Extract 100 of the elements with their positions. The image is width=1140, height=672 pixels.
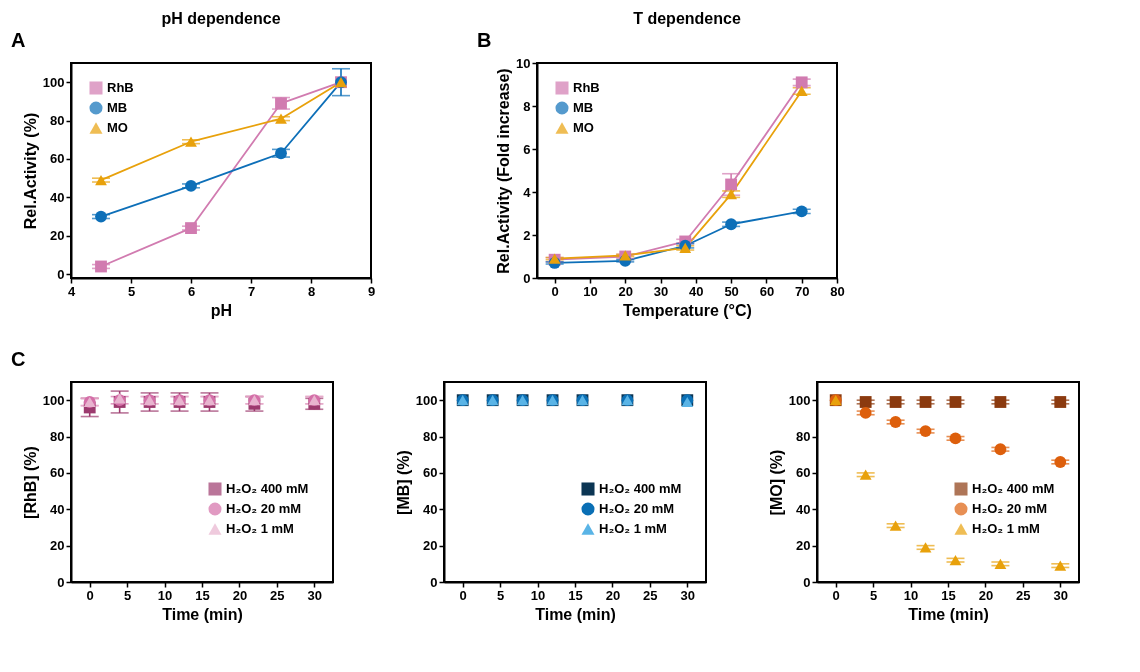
x-tick-label: 5 <box>870 587 878 603</box>
x-tick-label: 20 <box>978 587 994 603</box>
x-tick-label: 30 <box>307 587 323 603</box>
y-tick-label: 100 <box>788 392 811 408</box>
point <box>185 136 197 147</box>
y-tick-label: 0 <box>803 574 811 590</box>
point <box>1054 456 1067 468</box>
y-tick-label: 10 <box>516 55 531 71</box>
point <box>275 113 287 124</box>
y-tick-label: 100 <box>42 392 65 408</box>
point <box>795 85 808 97</box>
x-tick-label: 50 <box>724 283 739 299</box>
y-tick-label: 8 <box>523 98 531 114</box>
point <box>994 443 1007 456</box>
y-tick-label: 20 <box>796 538 811 554</box>
x-tick-label: 20 <box>232 587 248 603</box>
y-tick-label: 80 <box>423 429 438 445</box>
y-tick-label: 20 <box>50 538 65 554</box>
y-tick-label: 100 <box>415 392 438 408</box>
x-tick-label: 20 <box>605 587 621 603</box>
legend-label: MB <box>107 100 128 115</box>
point <box>185 179 197 192</box>
x-tick-label: 30 <box>1053 587 1069 603</box>
x-tick-label: 10 <box>903 587 919 603</box>
y-axis-title: [MO] (%) <box>767 449 785 516</box>
legend-label: MO <box>107 120 128 135</box>
point <box>859 469 872 480</box>
point <box>185 222 197 235</box>
x-axis-title: Time (min) <box>908 605 989 623</box>
point <box>949 396 962 408</box>
point <box>889 396 902 408</box>
point <box>949 432 962 445</box>
x-tick-label: 5 <box>127 283 136 299</box>
point <box>725 189 738 200</box>
x-axis-title: pH <box>210 301 233 319</box>
y-tick-label: 60 <box>50 151 65 167</box>
x-axis-title: Temperature (°C) <box>623 301 752 319</box>
y-tick-label: 0 <box>57 266 65 282</box>
point <box>1054 396 1067 408</box>
point <box>994 558 1007 569</box>
x-tick-label: 4 <box>67 283 76 299</box>
legend-label: H₂O₂ 20 mM <box>972 501 1048 516</box>
x-tick-label: 60 <box>759 283 775 299</box>
y-tick-label: 2 <box>523 227 531 243</box>
x-tick-label: 30 <box>680 587 696 603</box>
text: A <box>11 29 26 51</box>
y-tick-label: 0 <box>523 270 531 286</box>
y-axis-title: [RhB] (%) <box>21 446 39 519</box>
y-tick-label: 0 <box>57 574 65 590</box>
legend-label: H₂O₂ 20 mM <box>226 501 302 516</box>
x-tick-label: 15 <box>568 587 583 603</box>
x-tick-label: 20 <box>618 283 633 299</box>
legend-label: H₂O₂ 400 mM <box>972 481 1055 496</box>
point <box>919 396 932 408</box>
x-tick-label: 0 <box>459 587 467 603</box>
x-tick-label: 8 <box>307 283 316 299</box>
x-tick-label: 70 <box>794 283 810 299</box>
text: B <box>477 29 492 51</box>
point <box>919 542 932 553</box>
y-tick-label: 20 <box>423 538 438 554</box>
y-tick-label: 40 <box>50 501 65 517</box>
y-tick-label: 80 <box>50 429 65 445</box>
y-tick-label: 4 <box>523 184 532 200</box>
x-tick-label: 25 <box>270 587 285 603</box>
point <box>725 178 738 191</box>
point <box>95 174 107 186</box>
y-tick-label: 80 <box>796 429 811 445</box>
y-tick-label: 6 <box>523 141 531 157</box>
legend-label: H₂O₂ 400 mM <box>226 481 309 496</box>
y-axis-title: [MB] (%) <box>394 450 412 515</box>
x-axis-title: Time (min) <box>162 605 243 623</box>
point <box>889 520 902 531</box>
x-tick-label: 15 <box>195 587 210 603</box>
y-tick-label: 40 <box>796 501 811 517</box>
y-axis-title: Rel.Activity (Fold increase) <box>495 68 513 274</box>
y-tick-label: 40 <box>50 189 65 205</box>
y-tick-label: 0 <box>430 574 438 590</box>
legend-label: MB <box>573 100 594 115</box>
legend-label: H₂O₂ 1 mM <box>972 521 1040 536</box>
chart-title: T dependence <box>633 10 741 27</box>
y-tick-label: 60 <box>796 465 811 481</box>
x-tick-label: 25 <box>1016 587 1031 603</box>
point <box>795 76 808 89</box>
text: C <box>11 348 26 370</box>
point <box>859 407 872 419</box>
y-axis-title: Rel.Activity (%) <box>21 112 39 230</box>
x-tick-label: 5 <box>497 587 505 603</box>
y-tick-label: 60 <box>423 465 438 481</box>
legend-label: H₂O₂ 20 mM <box>599 501 675 516</box>
point <box>994 396 1007 408</box>
x-tick-label: 0 <box>832 587 840 603</box>
y-tick-label: 80 <box>50 113 65 129</box>
x-tick-label: 5 <box>124 587 132 603</box>
legend-label: RhB <box>107 80 134 95</box>
point <box>859 396 872 408</box>
x-tick-label: 40 <box>689 283 704 299</box>
legend-label: H₂O₂ 1 mM <box>599 521 667 536</box>
y-tick-label: 100 <box>42 74 65 90</box>
x-tick-label: 80 <box>830 283 845 299</box>
legend-label: H₂O₂ 400 mM <box>599 481 682 496</box>
